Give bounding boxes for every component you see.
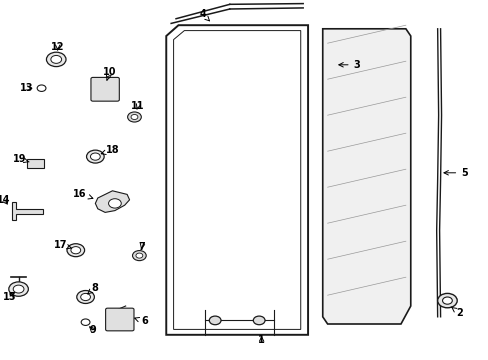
PathPatch shape xyxy=(322,29,410,324)
Circle shape xyxy=(81,319,90,325)
Circle shape xyxy=(108,199,121,208)
Circle shape xyxy=(253,316,264,325)
FancyBboxPatch shape xyxy=(105,308,134,331)
Text: 17: 17 xyxy=(54,240,71,250)
Circle shape xyxy=(71,247,81,254)
Circle shape xyxy=(127,112,141,122)
Circle shape xyxy=(131,114,138,120)
Text: 13: 13 xyxy=(20,83,34,93)
Text: 15: 15 xyxy=(3,292,17,302)
Text: 16: 16 xyxy=(73,189,93,199)
Text: 2: 2 xyxy=(450,307,462,318)
Text: 4: 4 xyxy=(199,9,209,21)
Text: 5: 5 xyxy=(443,168,467,178)
Circle shape xyxy=(77,291,94,303)
Text: 6: 6 xyxy=(134,316,147,327)
Circle shape xyxy=(81,293,90,301)
PathPatch shape xyxy=(12,202,43,220)
Text: 14: 14 xyxy=(0,195,11,205)
Circle shape xyxy=(132,251,146,261)
Text: 10: 10 xyxy=(103,67,117,80)
Circle shape xyxy=(51,55,61,63)
Circle shape xyxy=(9,282,28,296)
Circle shape xyxy=(13,285,24,293)
Circle shape xyxy=(86,150,104,163)
Text: 12: 12 xyxy=(51,42,64,52)
Text: 3: 3 xyxy=(338,60,360,70)
Text: 18: 18 xyxy=(101,145,119,155)
Text: 19: 19 xyxy=(13,154,29,164)
Text: 8: 8 xyxy=(88,283,98,294)
Text: 7: 7 xyxy=(138,242,145,252)
Text: 1: 1 xyxy=(258,335,264,345)
Circle shape xyxy=(67,244,84,257)
Circle shape xyxy=(90,153,100,160)
PathPatch shape xyxy=(166,25,307,335)
Circle shape xyxy=(136,253,142,258)
Circle shape xyxy=(46,52,66,67)
Text: 9: 9 xyxy=(89,325,96,335)
Circle shape xyxy=(442,297,451,304)
PathPatch shape xyxy=(95,191,129,212)
FancyBboxPatch shape xyxy=(91,77,119,101)
Text: 11: 11 xyxy=(131,101,144,111)
Bar xyxy=(27,159,44,168)
Circle shape xyxy=(437,293,456,308)
Circle shape xyxy=(37,85,46,91)
Circle shape xyxy=(209,316,221,325)
